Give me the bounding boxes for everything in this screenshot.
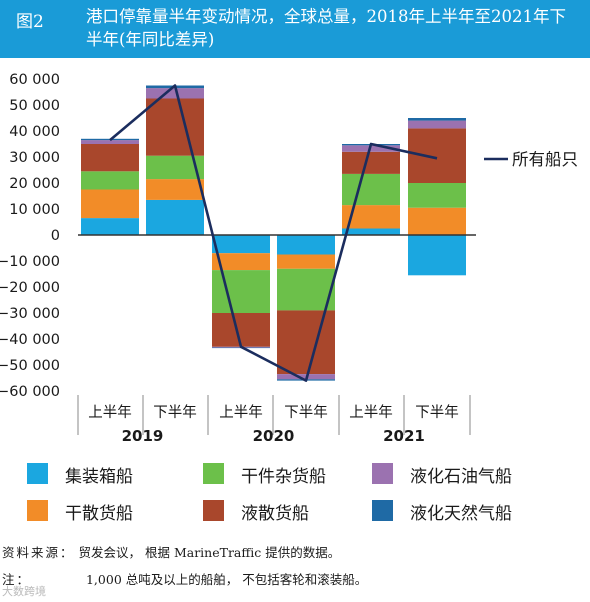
legend-label: 干散货船 <box>65 504 133 524</box>
y-tick-label: −60 000 <box>0 384 60 400</box>
y-tick-label: 40 000 <box>9 124 60 140</box>
x-tick-label: 下半年 <box>415 404 459 421</box>
watermark: 大数跨境 <box>2 585 46 598</box>
bar-segment-dry-bulk <box>277 254 335 269</box>
note-prefix: 注： <box>2 572 32 587</box>
bar-segment-dry-bulk <box>342 205 400 229</box>
source-text: 贸发会议， 根据 MarineTraffic 提供的数据。 <box>78 545 341 560</box>
bar-segment-dry-bulk <box>212 253 270 271</box>
bar-segment-general-cargo <box>212 270 270 313</box>
bar-segment-general-cargo <box>146 155 204 180</box>
bar-segment-container <box>342 228 400 235</box>
legend-swatch <box>203 500 224 521</box>
bar-segment-dry-bulk <box>408 207 466 235</box>
title-bar: 图2 港口停靠量半年变动情况，全球总量，2018年上半年至2021年下半年(年同… <box>0 0 590 58</box>
legend-label: 集装箱船 <box>65 467 133 487</box>
figure-title: 港口停靠量半年变动情况，全球总量，2018年上半年至2021年下半年(年同比差异… <box>86 7 566 49</box>
y-tick-label: −30 000 <box>0 306 60 322</box>
bar-segment-lng <box>408 118 466 121</box>
y-tick-label: −20 000 <box>0 280 60 296</box>
bar-segment-lpg <box>81 140 139 144</box>
note-text: 1,000 总吨及以上的船舶， 不包括客轮和滚装船。 <box>85 572 368 587</box>
bar-segment-container <box>408 235 466 276</box>
legend-swatch <box>27 463 48 484</box>
bar-segment-container <box>277 235 335 255</box>
legend-swatch <box>203 463 224 484</box>
y-tick-label: 0 <box>51 228 60 244</box>
bar-segment-lpg <box>146 88 204 99</box>
x-tick-label: 上半年 <box>219 404 263 421</box>
legend-swatch <box>372 500 393 521</box>
x-tick-label: 上半年 <box>349 404 393 421</box>
bar-segment-dry-bulk <box>146 179 204 200</box>
source-prefix: 资料来源： <box>2 545 75 560</box>
y-tick-label: −50 000 <box>0 358 60 374</box>
legend-label: 液化石油气船 <box>410 467 512 487</box>
legend-label: 液散货船 <box>241 504 309 524</box>
bar-segment-wet-bulk <box>81 144 139 172</box>
bar-segment-dry-bulk <box>81 189 139 219</box>
bar-segment-general-cargo <box>81 171 139 190</box>
bar-segment-wet-bulk <box>342 151 400 174</box>
line-series-all-ships <box>109 84 438 382</box>
x-group-label: 2019 <box>122 427 164 445</box>
bar-segment-container <box>212 235 270 254</box>
bar-segment-wet-bulk <box>146 98 204 156</box>
y-tick-label: 30 000 <box>9 150 60 166</box>
legend-swatch <box>27 500 48 521</box>
y-tick-label: 20 000 <box>9 176 60 192</box>
bar-chart: 60 000 50 000 40 000 30 000 20 000 10 000 0 −10… <box>0 72 578 445</box>
y-tick-label: −40 000 <box>0 332 60 348</box>
bar-segment-wet-bulk <box>277 310 335 375</box>
bar-segment-wet-bulk <box>212 313 270 347</box>
x-group-label: 2020 <box>253 427 295 445</box>
legend-line-label: 所有船只 <box>512 150 578 169</box>
x-tick-label: 下半年 <box>153 404 197 421</box>
x-group-label: 2021 <box>383 427 425 445</box>
bar-segment-container <box>81 218 139 235</box>
y-tick-label: 10 000 <box>9 202 60 218</box>
footnote: 注： 1,000 总吨及以上的船舶， 不包括客轮和滚装船。 <box>2 569 367 588</box>
x-tick-label: 上半年 <box>88 404 132 421</box>
x-tick-label: 下半年 <box>284 404 328 421</box>
bar-segment-container <box>146 199 204 235</box>
source-note: 资料来源： 贸发会议， 根据 MarineTraffic 提供的数据。 <box>2 542 340 561</box>
y-tick-label: 50 000 <box>9 98 60 114</box>
bar-segment-general-cargo <box>277 268 335 311</box>
bar-segment-general-cargo <box>408 183 466 208</box>
y-tick-label: 60 000 <box>9 72 60 88</box>
bar-segment-general-cargo <box>342 173 400 206</box>
legend-label: 干件杂货船 <box>241 467 326 487</box>
figure-number: 图2 <box>16 12 44 32</box>
bar-segment-lpg <box>408 120 466 129</box>
bar-segment-wet-bulk <box>408 128 466 183</box>
y-tick-label: −10 000 <box>0 254 60 270</box>
legend-label: 液化天然气船 <box>410 504 512 524</box>
legend-swatch <box>372 463 393 484</box>
